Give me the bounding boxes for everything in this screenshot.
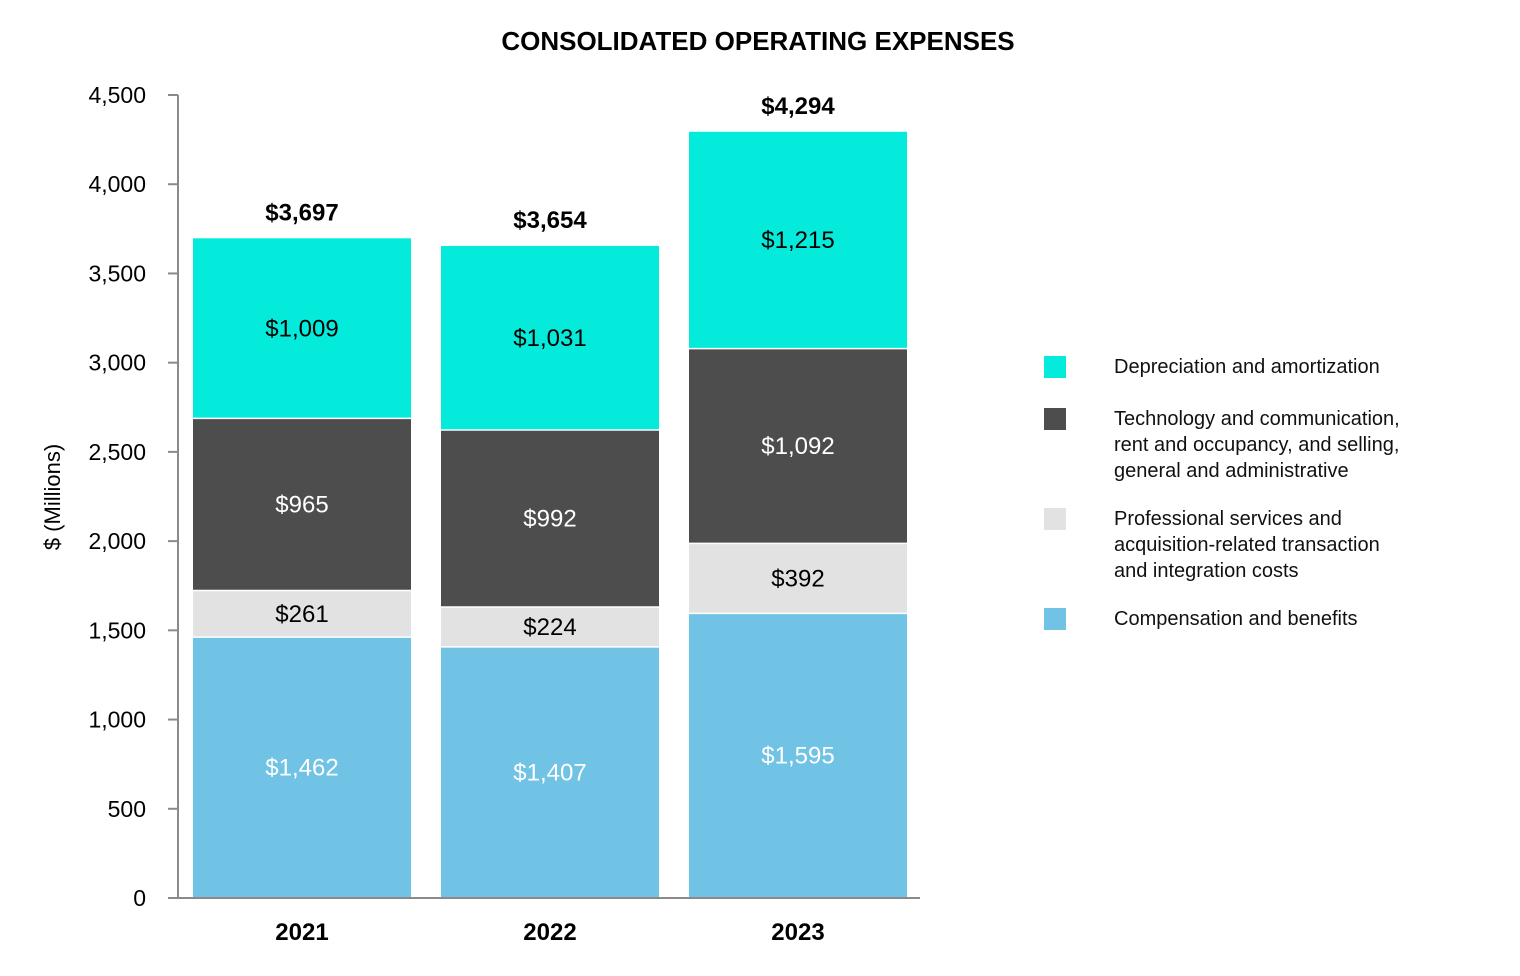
y-tick-label: 0	[133, 885, 146, 911]
legend-label: Compensation and benefits	[1114, 608, 1358, 630]
total-label: $3,697	[265, 199, 338, 226]
data-label: $1,462	[265, 755, 338, 782]
bar-segment	[193, 418, 411, 591]
data-label: $1,595	[761, 743, 834, 770]
data-label: $392	[771, 565, 824, 592]
x-tick-label: 2021	[275, 919, 328, 946]
data-label: $261	[275, 601, 328, 628]
y-axis-label: $ (Millions)	[40, 444, 65, 550]
total-label: $4,294	[761, 93, 835, 120]
y-tick-label: 2,000	[88, 528, 146, 554]
x-tick-label: 2022	[523, 919, 576, 946]
legend-swatch	[1044, 408, 1066, 430]
legend-swatch	[1044, 608, 1066, 630]
total-label: $3,654	[513, 207, 587, 234]
y-tick-label: 1,500	[88, 617, 146, 643]
y-tick-label: 4,500	[88, 82, 146, 108]
bar-segment	[689, 348, 907, 544]
y-tick-label: 4,000	[88, 171, 146, 197]
legend-swatch	[1044, 508, 1066, 530]
y-tick-label: 2,500	[88, 439, 146, 465]
y-tick-label: 1,000	[88, 707, 146, 733]
bar-segment	[193, 590, 411, 638]
y-tick-label: 3,000	[88, 350, 146, 376]
chart-title: CONSOLIDATED OPERATING EXPENSES	[501, 26, 1014, 56]
bars-layer: $1,462 $261 $965 $1,009 $3,697 $1,407 $224 $992…	[193, 93, 907, 898]
bar-segment	[689, 543, 907, 614]
bar-segment	[441, 646, 659, 898]
data-label: $1,092	[761, 433, 834, 460]
bar-segment	[441, 245, 659, 430]
bar-segment	[193, 238, 411, 419]
bar-segment	[689, 131, 907, 349]
legend-swatch	[1044, 356, 1066, 378]
axes-layer: 0 500 1,000 1,500 2,000 2,500 3,000 3,500 4,000 4…	[88, 82, 920, 946]
data-label: $1,009	[265, 315, 338, 342]
data-label: $224	[523, 614, 576, 641]
legend-label: Technology and communication, rent and o…	[1114, 408, 1400, 482]
bar-segment	[441, 606, 659, 647]
legend-label: Depreciation and amortization	[1114, 356, 1380, 378]
legend-label: Professional services and acquisition-re…	[1114, 508, 1380, 582]
bar-segment	[689, 613, 907, 898]
bar-segment	[193, 637, 411, 898]
data-label: $1,215	[761, 227, 834, 254]
bar-segment	[441, 429, 659, 607]
data-label: $965	[275, 491, 328, 518]
y-tick-label: 500	[108, 796, 146, 822]
data-label: $1,031	[513, 325, 586, 352]
data-label: $992	[523, 505, 576, 532]
x-tick-label: 2023	[771, 919, 824, 946]
data-label: $1,407	[513, 759, 586, 786]
y-tick-label: 3,500	[88, 260, 146, 286]
